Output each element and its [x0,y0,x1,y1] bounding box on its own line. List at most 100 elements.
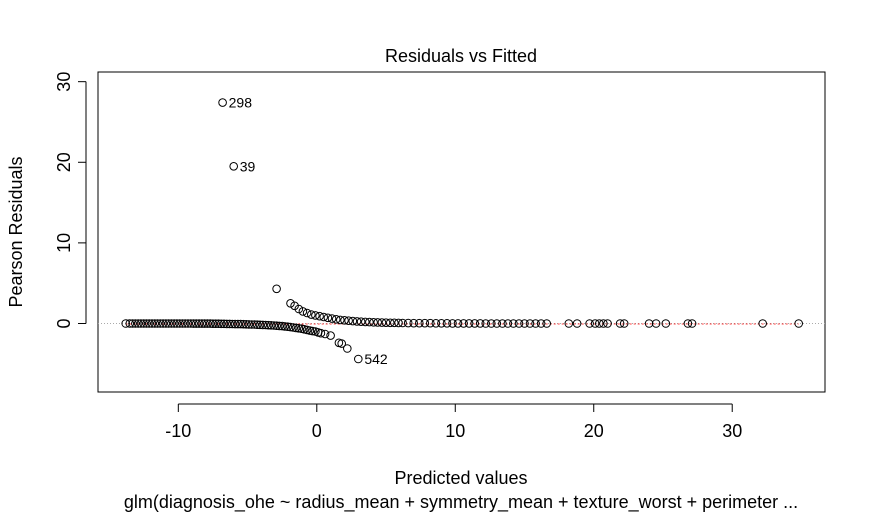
data-point [239,319,248,329]
data-point [352,317,362,326]
data-point [164,319,173,328]
data-point [470,319,480,328]
data-point [211,319,220,329]
chart-title: Residuals vs Fitted [385,46,537,66]
data-points [121,98,804,364]
data-point [337,339,347,348]
data-point [687,319,697,328]
x-tick-label: 0 [312,421,322,441]
data-point [369,318,378,327]
data-point [252,320,262,330]
data-point [475,319,485,328]
data-point [121,319,130,328]
data-point [398,318,407,328]
data-point [453,319,463,328]
data-point [464,319,474,328]
y-tick-label: 0 [54,318,74,328]
data-point [200,319,209,328]
data-point [572,319,582,328]
data-point [241,320,251,329]
data-point [133,319,143,328]
data-point [272,284,281,294]
data-point [247,320,256,329]
data-point [340,316,349,325]
data-point [331,315,341,324]
data-point [403,318,413,328]
data-point [661,319,671,328]
data-point [189,319,198,328]
data-point [272,321,281,331]
data-point [153,319,162,328]
y-tick-label: 20 [54,152,74,172]
data-point [264,320,273,330]
data-point [150,319,160,328]
data-point [437,319,446,328]
data-point [644,319,654,328]
x-tick-label: 20 [584,421,604,441]
data-point [319,312,329,322]
y-tick-label: 30 [54,72,74,92]
data-point [222,319,232,329]
data-point [381,318,391,328]
data-point [595,319,604,328]
data-point [794,319,804,328]
point-label: 39 [240,158,256,174]
data-point [266,321,276,330]
x-tick-label: -10 [165,421,191,441]
data-point [431,319,441,328]
data-point [236,319,245,329]
data-point [336,315,345,325]
point-label: 298 [229,95,253,111]
data-point [542,319,552,328]
data-point [426,318,435,328]
data-point [280,322,290,331]
data-point [311,311,320,320]
data-point [175,319,184,328]
data-point [283,322,293,332]
data-point [192,319,201,328]
data-point [125,319,135,328]
data-point [758,319,768,328]
data-point [194,319,204,328]
data-point [481,319,491,328]
data-point [514,319,524,328]
data-point [203,319,212,328]
y-axis-label: Pearson Residuals [6,156,26,307]
data-point [244,320,254,329]
data-point [373,318,383,327]
data-point [277,321,287,331]
data-point [178,319,187,328]
data-point [180,319,190,328]
data-point [459,319,468,328]
data-point [183,319,193,328]
data-point [327,314,337,323]
x-tick-label: 10 [445,421,465,441]
data-point [651,319,661,328]
model-formula-subtitle: glm(diagnosis_ohe ~ radius_mean + symmet… [124,492,798,513]
data-point [385,318,395,328]
data-point [286,322,295,332]
data-point [498,319,507,328]
data-point [354,354,363,364]
data-point [390,318,399,328]
data-point [136,319,146,328]
data-point [250,320,259,329]
data-point [599,319,608,328]
data-point [269,321,279,330]
data-point [503,319,513,328]
point-labels: 298 39 542 [229,95,388,367]
data-point [218,98,227,107]
data-point [156,319,165,328]
data-point [197,319,207,328]
data-point [615,319,625,328]
data-point [448,319,457,328]
data-point [186,319,196,328]
data-point [214,319,223,329]
data-point [509,319,518,328]
data-point [275,321,284,331]
data-point [348,316,358,326]
data-point [216,319,226,329]
data-point [520,319,529,328]
data-point [308,326,317,336]
data-point [536,319,546,328]
